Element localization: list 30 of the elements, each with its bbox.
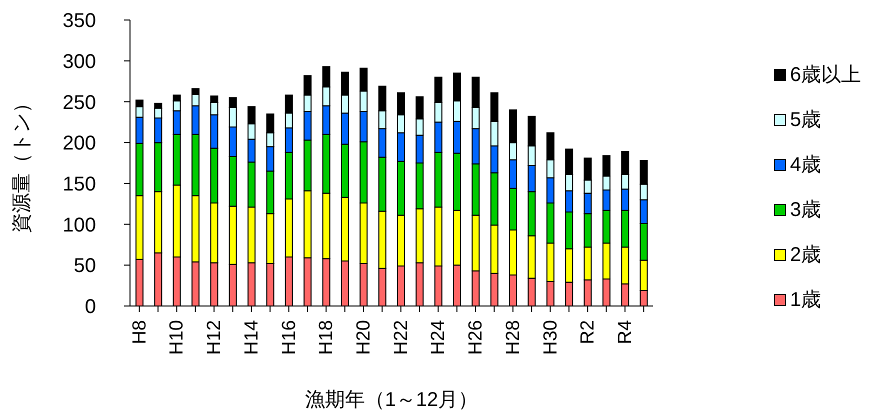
y-tick-label: 0	[84, 296, 96, 318]
legend-label: 4歳	[790, 153, 822, 178]
y-tick-label: 50	[74, 255, 96, 278]
x-tick-label: H18	[316, 320, 337, 355]
x-axis-title: 漁期年（1～12月）	[304, 389, 478, 411]
y-tick-label: 200	[62, 132, 96, 155]
y-axis-title: 資源量（トン）	[11, 93, 33, 233]
x-tick-label: H26	[465, 320, 486, 355]
x-tick-label: H22	[390, 320, 412, 355]
x-tick-label: H28	[502, 320, 524, 355]
y-tick-label: 150	[62, 174, 96, 196]
y-tick-label: 300	[62, 50, 96, 73]
legend-label: 5歳	[790, 108, 822, 133]
x-tick-label: H10	[166, 320, 188, 355]
y-tick-label: 350	[62, 10, 96, 32]
x-tick-label: H20	[352, 320, 374, 355]
x-tick-label: H14	[240, 320, 262, 355]
legend-label: 1歳	[790, 288, 822, 313]
legend-label: 2歳	[790, 243, 822, 268]
y-tick-label: 100	[62, 214, 96, 236]
y-tick-label: 250	[62, 92, 96, 114]
x-tick-label: H16	[278, 320, 300, 355]
x-tick-label: H8	[128, 320, 150, 344]
x-tick-label: H30	[540, 320, 561, 355]
x-tick-label: R4	[614, 320, 636, 344]
legend-label: 3歳	[790, 198, 822, 223]
x-tick-label: H24	[428, 320, 449, 355]
x-tick-label: H12	[204, 320, 225, 355]
x-tick-label: R2	[577, 320, 598, 344]
legend-label: 6歳以上	[790, 63, 862, 88]
